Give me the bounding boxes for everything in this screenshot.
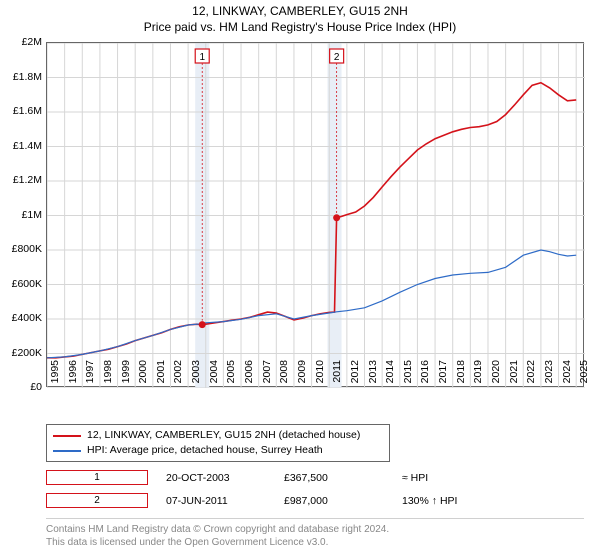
price-chart: 12 £0£200K£400K£600K£800K£1M£1.2M£1.4M£1… [46, 42, 584, 387]
ytick-label: £400K [2, 312, 42, 324]
ytick-label: £1.6M [2, 105, 42, 117]
sale-marker-dot-1 [199, 321, 206, 328]
chart-title-block: 12, LINKWAY, CAMBERLEY, GU15 2NH Price p… [0, 0, 600, 34]
legend-swatch [53, 450, 81, 452]
xtick-label: 2009 [296, 360, 308, 390]
xtick-label: 2011 [331, 360, 343, 390]
sale-callout-num-2: 2 [334, 52, 340, 63]
xtick-label: 2015 [402, 360, 414, 390]
xtick-label: 2002 [172, 360, 184, 390]
ytick-label: £0 [2, 381, 42, 393]
legend-box: 12, LINKWAY, CAMBERLEY, GU15 2NH (detach… [46, 424, 390, 462]
sale-relative: 130% ↑ HPI [402, 495, 502, 507]
sale-badge: 2 [46, 493, 148, 508]
xtick-label: 2024 [561, 360, 573, 390]
xtick-label: 2018 [455, 360, 467, 390]
sale-price: £987,000 [284, 495, 384, 507]
xtick-label: 2005 [225, 360, 237, 390]
xtick-label: 1996 [67, 360, 79, 390]
xtick-label: 1998 [102, 360, 114, 390]
chart-title-address: 12, LINKWAY, CAMBERLEY, GU15 2NH [0, 4, 600, 18]
chart-svg: 12 [47, 43, 585, 388]
xtick-label: 2000 [137, 360, 149, 390]
ytick-label: £800K [2, 243, 42, 255]
xtick-label: 1995 [49, 360, 61, 390]
xtick-label: 2007 [261, 360, 273, 390]
xtick-label: 2022 [525, 360, 537, 390]
sale-relative: ≈ HPI [402, 472, 502, 484]
footer-line1: Contains HM Land Registry data © Crown c… [46, 523, 584, 536]
sale-row-2: 2 07-JUN-2011 £987,000 130% ↑ HPI [46, 493, 584, 508]
sale-badge: 1 [46, 470, 148, 485]
ytick-label: £1.4M [2, 140, 42, 152]
xtick-label: 2019 [472, 360, 484, 390]
chart-title-subtitle: Price paid vs. HM Land Registry's House … [0, 20, 600, 34]
ytick-label: £2M [2, 36, 42, 48]
xtick-label: 2017 [437, 360, 449, 390]
legend-label: 12, LINKWAY, CAMBERLEY, GU15 2NH (detach… [87, 428, 360, 443]
xtick-label: 2014 [384, 360, 396, 390]
xtick-label: 1999 [120, 360, 132, 390]
footer-attribution: Contains HM Land Registry data © Crown c… [46, 518, 584, 549]
ytick-label: £600K [2, 278, 42, 290]
legend-row-subject_property: 12, LINKWAY, CAMBERLEY, GU15 2NH (detach… [53, 428, 383, 443]
xtick-label: 2006 [243, 360, 255, 390]
ytick-label: £1M [2, 209, 42, 221]
sale-date: 07-JUN-2011 [166, 495, 266, 507]
legend-row-hpi_surrey_heath: HPI: Average price, detached house, Surr… [53, 443, 383, 458]
ytick-label: £200K [2, 347, 42, 359]
xtick-label: 2010 [314, 360, 326, 390]
footer-line2: This data is licensed under the Open Gov… [46, 536, 584, 549]
xtick-label: 2013 [367, 360, 379, 390]
legend-label: HPI: Average price, detached house, Surr… [87, 443, 323, 458]
xtick-label: 1997 [84, 360, 96, 390]
ytick-label: £1.8M [2, 71, 42, 83]
xtick-label: 2004 [208, 360, 220, 390]
xtick-label: 2020 [490, 360, 502, 390]
sale-row-1: 1 20-OCT-2003 £367,500 ≈ HPI [46, 470, 584, 485]
ytick-label: £1.2M [2, 174, 42, 186]
legend-swatch [53, 435, 81, 437]
xtick-label: 2023 [543, 360, 555, 390]
xtick-label: 2016 [419, 360, 431, 390]
sales-block: 1 20-OCT-2003 £367,500 ≈ HPI 2 07-JUN-2011 £98… [46, 470, 584, 508]
sale-marker-dot-2 [333, 214, 340, 221]
sale-date: 20-OCT-2003 [166, 472, 266, 484]
xtick-label: 2012 [349, 360, 361, 390]
xtick-label: 2008 [278, 360, 290, 390]
xtick-label: 2021 [508, 360, 520, 390]
xtick-label: 2003 [190, 360, 202, 390]
legend-and-sales: 12, LINKWAY, CAMBERLEY, GU15 2NH (detach… [46, 424, 584, 508]
sale-price: £367,500 [284, 472, 384, 484]
sale-callout-num-1: 1 [199, 52, 205, 63]
xtick-label: 2025 [578, 360, 590, 390]
xtick-label: 2001 [155, 360, 167, 390]
plot-area: 12 [46, 42, 584, 387]
